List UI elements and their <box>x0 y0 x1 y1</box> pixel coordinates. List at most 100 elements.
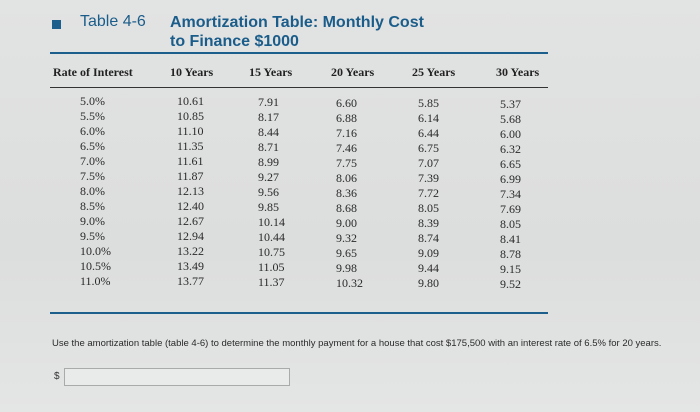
header-25-years: 25 Years <box>412 65 456 79</box>
payment-cell: 10.61 <box>177 94 204 108</box>
payment-cell: 9.27 <box>258 170 279 184</box>
payment-cell: 8.74 <box>418 231 439 245</box>
payment-cell: 7.39 <box>418 171 439 185</box>
answer-input[interactable] <box>64 368 290 386</box>
payment-cell: 11.35 <box>177 139 204 153</box>
payment-cell: 9.85 <box>258 200 279 214</box>
rate-cell: 5.5% <box>80 109 105 123</box>
payment-cell: 8.17 <box>258 110 279 124</box>
payment-cell: 7.72 <box>418 186 439 200</box>
rate-cell: 5.0% <box>80 94 105 108</box>
table-title-line2: to Finance $1000 <box>170 33 299 50</box>
payment-cell: 10.32 <box>336 276 363 290</box>
payment-cell: 10.14 <box>258 215 285 229</box>
payment-cell: 9.80 <box>418 276 439 290</box>
rate-cell: 9.0% <box>80 214 105 228</box>
rate-cell: 7.5% <box>80 169 105 183</box>
payment-cell: 12.94 <box>177 229 204 243</box>
question-text: Use the amortization table (table 4-6) t… <box>52 338 662 349</box>
payment-cell: 7.34 <box>500 187 521 201</box>
payment-cell: 13.77 <box>177 274 204 288</box>
rate-cell: 8.0% <box>80 184 105 198</box>
payment-cell: 11.87 <box>177 169 204 183</box>
payment-cell: 8.05 <box>418 201 439 215</box>
payment-cell: 10.85 <box>177 109 204 123</box>
years-20-column: 6.60 6.88 7.16 7.46 7.75 8.06 8.36 8.68 9.00 9.32… <box>336 96 363 291</box>
payment-cell: 7.16 <box>336 126 357 140</box>
table-number: Table 4-6 <box>80 13 146 30</box>
payment-cell: 11.10 <box>177 124 204 138</box>
payment-cell: 5.37 <box>500 97 521 111</box>
payment-cell: 6.14 <box>418 111 439 125</box>
payment-cell: 5.68 <box>500 112 521 126</box>
payment-cell: 8.06 <box>336 171 357 185</box>
header-30-years: 30 Years <box>496 65 540 79</box>
header-divider <box>50 87 548 88</box>
years-25-column: 5.85 6.14 6.44 6.75 7.07 7.39 7.72 8.05 8.39 8.74… <box>418 96 439 291</box>
payment-cell: 9.65 <box>336 246 357 260</box>
payment-cell: 12.40 <box>177 199 204 213</box>
title-divider <box>50 52 548 54</box>
payment-cell: 8.36 <box>336 186 357 200</box>
payment-cell: 9.09 <box>418 246 439 260</box>
header-10-years: 10 Years <box>170 65 214 79</box>
payment-cell: 9.44 <box>418 261 439 275</box>
payment-cell: 8.99 <box>258 155 279 169</box>
payment-cell: 8.71 <box>258 140 279 154</box>
payment-cell: 13.49 <box>177 259 204 273</box>
table-title-line1: Amortization Table: Monthly Cost <box>170 14 424 31</box>
payment-cell: 6.44 <box>418 126 439 140</box>
rate-cell: 10.0% <box>80 244 111 258</box>
payment-cell: 13.22 <box>177 244 204 258</box>
payment-cell: 10.75 <box>258 245 285 259</box>
rate-cell: 8.5% <box>80 199 105 213</box>
header-rate: Rate of Interest <box>53 65 133 79</box>
rate-cell: 6.5% <box>80 139 105 153</box>
payment-cell: 6.99 <box>500 172 521 186</box>
payment-cell: 6.88 <box>336 111 357 125</box>
payment-cell: 7.46 <box>336 141 357 155</box>
payment-cell: 9.00 <box>336 216 357 230</box>
table-header-row: Rate of Interest 10 Years 15 Years 20 Ye… <box>50 65 548 81</box>
years-30-column: 5.37 5.68 6.00 6.32 6.65 6.99 7.34 7.69 8.05 8.41… <box>500 97 521 292</box>
rate-cell: 6.0% <box>80 124 105 138</box>
payment-cell: 11.37 <box>258 275 285 289</box>
table-bottom-divider <box>50 312 548 314</box>
rate-cell: 11.0% <box>80 274 111 288</box>
payment-cell: 6.00 <box>500 127 521 141</box>
payment-cell: 11.05 <box>258 260 285 274</box>
payment-cell: 9.32 <box>336 231 357 245</box>
payment-cell: 8.68 <box>336 201 357 215</box>
table-title: Amortization Table: Monthly Cost to Fina… <box>170 13 470 51</box>
payment-cell: 6.32 <box>500 142 521 156</box>
payment-cell: 8.39 <box>418 216 439 230</box>
payment-cell: 10.44 <box>258 230 285 244</box>
payment-cell: 9.15 <box>500 262 521 276</box>
payment-cell: 6.65 <box>500 157 521 171</box>
payment-cell: 8.78 <box>500 247 521 261</box>
header-20-years: 20 Years <box>331 65 375 79</box>
payment-cell: 9.56 <box>258 185 279 199</box>
payment-cell: 7.07 <box>418 156 439 170</box>
rate-cell: 9.5% <box>80 229 105 243</box>
payment-cell: 11.61 <box>177 154 204 168</box>
payment-cell: 7.75 <box>336 156 357 170</box>
payment-cell: 12.13 <box>177 184 204 198</box>
payment-cell: 5.85 <box>418 96 439 110</box>
header-15-years: 15 Years <box>249 65 293 79</box>
rate-cell: 7.0% <box>80 154 105 168</box>
currency-symbol: $ <box>54 371 60 382</box>
payment-cell: 7.69 <box>500 202 521 216</box>
payment-cell: 8.05 <box>500 217 521 231</box>
payment-cell: 9.52 <box>500 277 521 291</box>
bullet-square-icon <box>52 20 61 29</box>
payment-cell: 9.98 <box>336 261 357 275</box>
payment-cell: 6.75 <box>418 141 439 155</box>
payment-cell: 8.41 <box>500 232 521 246</box>
rates-column: 5.0% 5.5% 6.0% 6.5% 7.0% 7.5% 8.0% 8.5% 9.0% 9.5%… <box>80 94 111 289</box>
years-10-column: 10.61 10.85 11.10 11.35 11.61 11.87 12.13 12.40… <box>177 94 204 289</box>
rate-cell: 10.5% <box>80 259 111 273</box>
payment-cell: 6.60 <box>336 96 357 110</box>
years-15-column: 7.91 8.17 8.44 8.71 8.99 9.27 9.56 9.85 10.14 10.… <box>258 95 285 290</box>
